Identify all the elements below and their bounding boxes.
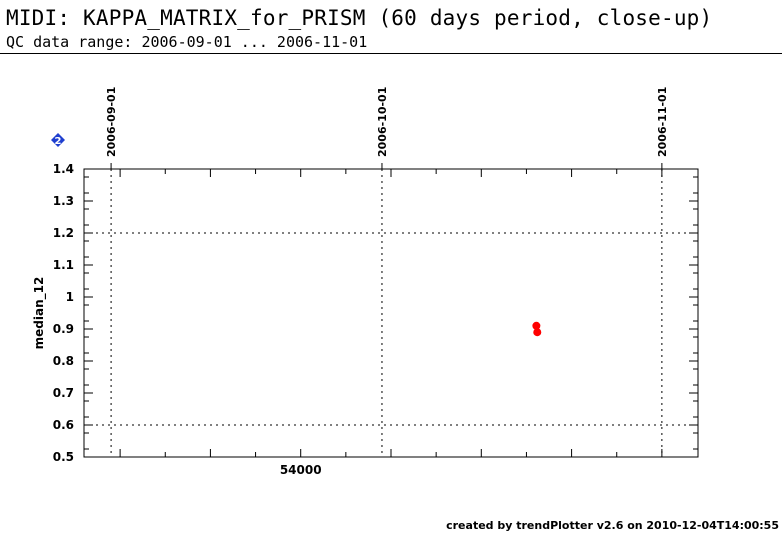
y-tick-label-9: 1.4 (53, 162, 74, 176)
y-tick-label-1: 0.6 (53, 418, 74, 432)
header-divider (0, 53, 782, 54)
badge-label: 2 (55, 136, 62, 147)
badge-diamond (51, 133, 65, 147)
footer-credit: created by trendPlotter v2.6 on 2010-12-… (446, 519, 779, 532)
y-tick-label-8: 1.3 (53, 194, 74, 208)
y-tick-label-2: 0.7 (53, 386, 74, 400)
y-tick-label-4: 0.9 (53, 322, 74, 336)
data-point-0-0 (532, 321, 541, 330)
chart-title: MIDI: KAPPA_MATRIX_for_PRISM (60 days pe… (6, 6, 713, 30)
date-label-2: 2006-11-01 (656, 87, 669, 157)
y-tick-label-3: 0.8 (53, 354, 74, 368)
chart-subtitle: QC data range: 2006-09-01 ... 2006-11-01 (6, 33, 368, 51)
y-tick-label-6: 1.1 (53, 258, 74, 272)
plot-frame (83, 168, 699, 458)
badge-icon: 2 (51, 133, 65, 147)
data-point-0-1 (533, 328, 542, 337)
y-axis-label: median_12 (32, 277, 47, 350)
x-tick-label-0: 54000 (280, 463, 322, 477)
date-label-0: 2006-09-01 (105, 87, 118, 157)
date-label-1: 2006-10-01 (376, 87, 389, 157)
y-tick-label-5: 1 (66, 290, 74, 304)
y-tick-label-7: 1.2 (53, 226, 74, 240)
y-tick-label-0: 0.5 (53, 450, 74, 464)
